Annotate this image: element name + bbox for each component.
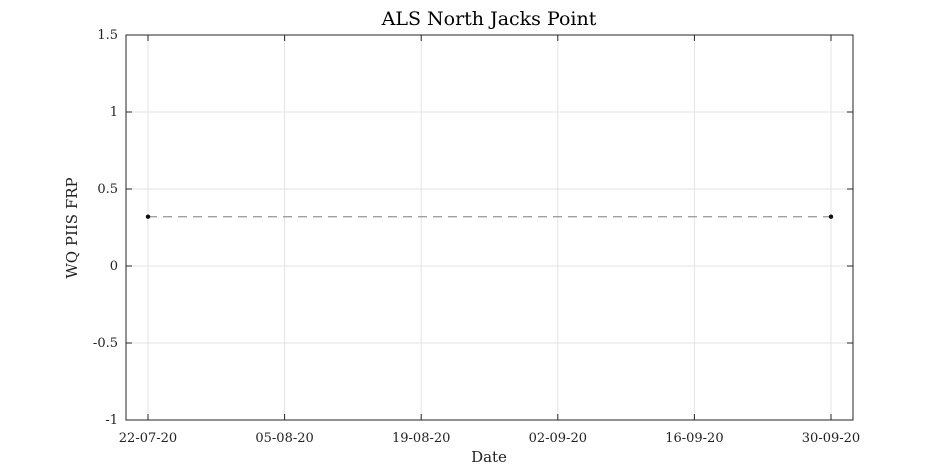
x-tick-labels: 22-07-20 05-08-20 19-08-20 02-09-20 16-09-20… bbox=[119, 431, 860, 446]
y-tick-label: 1.5 bbox=[97, 28, 118, 43]
x-axis-label: Date bbox=[471, 448, 507, 466]
axis-ticks bbox=[126, 34, 853, 421]
series-layer bbox=[145, 214, 834, 219]
x-tick-label: 05-08-20 bbox=[255, 431, 313, 446]
y-tick-label: 0.5 bbox=[97, 182, 118, 197]
data-point bbox=[828, 214, 834, 219]
grid-lines bbox=[126, 34, 853, 421]
x-tick-label: 02-09-20 bbox=[529, 431, 587, 446]
y-tick-label: 1 bbox=[110, 105, 118, 120]
x-tick-label: 22-07-20 bbox=[119, 431, 177, 446]
x-tick-label: 19-08-20 bbox=[392, 431, 450, 446]
chart-title: ALS North Jacks Point bbox=[381, 8, 597, 30]
y-axis-label: WQ PIIS FRP bbox=[63, 177, 81, 278]
x-tick-label: 30-09-20 bbox=[802, 431, 860, 446]
y-tick-label: 0 bbox=[110, 259, 118, 274]
x-tick-label: 16-09-20 bbox=[665, 431, 723, 446]
y-tick-labels: 1.5 1 0.5 0 -0.5 -1 bbox=[93, 28, 118, 428]
y-tick-label: -1 bbox=[105, 413, 118, 428]
data-point bbox=[145, 214, 151, 219]
plot-frame bbox=[125, 34, 854, 421]
y-tick-label: -0.5 bbox=[93, 336, 118, 351]
